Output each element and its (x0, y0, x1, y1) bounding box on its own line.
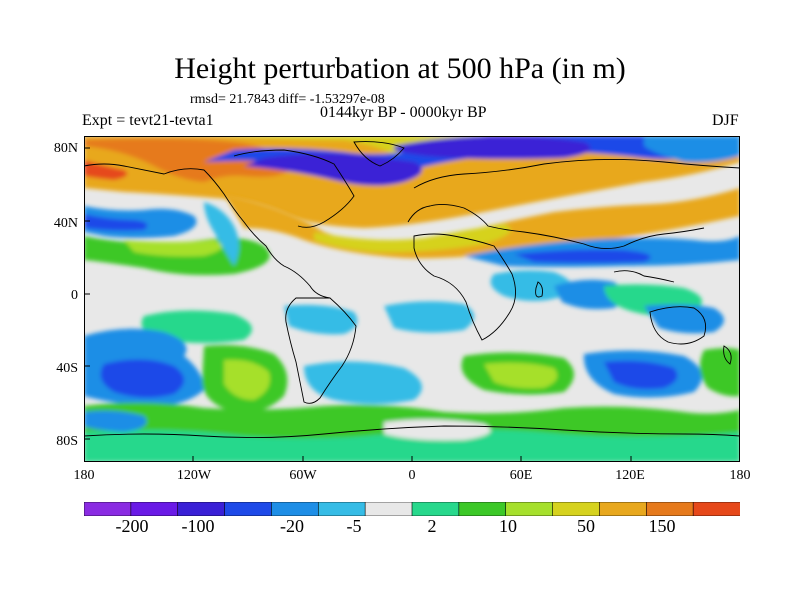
pacific-trough-core (84, 214, 148, 231)
colorbar-label: -100 (181, 516, 215, 536)
colorbar-swatch (458, 502, 507, 516)
south-atlantic-trough (304, 361, 422, 404)
height-perturbation-map (84, 136, 740, 462)
southern-indian-trough-core (604, 360, 678, 390)
colorbar-swatch (317, 502, 366, 516)
colorbar-swatch (505, 502, 554, 516)
new-zealand-coast (723, 345, 732, 365)
australia-coast (649, 306, 707, 345)
colorbar-swatch (177, 502, 226, 516)
colorbar-label: 150 (648, 516, 676, 536)
colorbar-label: 2 (427, 516, 437, 536)
greenland-coast (353, 141, 405, 167)
colorbar-label: -200 (115, 516, 149, 536)
season-label: DJF (712, 112, 739, 129)
lon-label-60w: 60W (289, 468, 317, 483)
colorbar-swatch (645, 502, 694, 516)
west-america-blue (204, 202, 239, 266)
indonesia-coast (613, 270, 675, 283)
south-america-blue (284, 304, 358, 335)
tropical-pacific-lime (124, 240, 222, 257)
north-america-trough-core (244, 153, 422, 186)
colorbar-label: 10 (499, 516, 517, 536)
south-indian-ridge-core (484, 362, 558, 389)
south-america-coast (285, 297, 357, 404)
colorbar-swatch (224, 502, 273, 516)
lon-label-120e: 120E (615, 468, 645, 483)
northeast-blue (644, 136, 740, 163)
colorbar (84, 502, 740, 516)
antarctic-neutral-patch (384, 419, 491, 441)
colorbar-swatch (84, 502, 132, 516)
antarctic-blue-patch (84, 410, 147, 432)
colorbar-swatch (599, 502, 648, 516)
antarctica-coast (84, 425, 740, 439)
south-atlantic-blue (384, 301, 474, 333)
lon-label-180e: 180 (729, 468, 751, 483)
tasman-green (699, 348, 740, 397)
south-pacific-ridge-core (224, 359, 270, 400)
lon-label-120w: 120W (176, 468, 212, 483)
map-ticks (84, 147, 632, 462)
lat-label-40n: 40N (53, 216, 78, 231)
colorbar-swatch (364, 502, 413, 516)
hudson-coast (233, 149, 355, 228)
eurasia-south-coast (407, 203, 705, 249)
rmsd-stats: rmsd= 21.7843 diff= -1.53297e-08 (190, 92, 385, 107)
colorbar-swatch (411, 502, 460, 516)
pacific-max-core (84, 160, 128, 180)
africa-blue (490, 270, 572, 301)
coastlines (84, 141, 740, 439)
lat-label-40s: 40S (56, 361, 78, 376)
atlantic-ridge-yellow (314, 224, 511, 253)
experiment-label: Expt = tevt21-tevta1 (82, 112, 214, 129)
lon-label-60e: 60E (509, 468, 533, 483)
north-america-coast (84, 163, 331, 299)
colorbar-label: 50 (577, 516, 595, 536)
colorbar-label: -20 (280, 516, 304, 536)
lat-label-80n: 80N (53, 141, 78, 156)
lon-label-0: 0 (408, 468, 416, 483)
subtropical-blue-core (514, 249, 651, 263)
map-title: Height perturbation at 500 hPa (in m) (174, 52, 626, 85)
lat-label-eq: 0 (71, 288, 78, 303)
australia-blue (644, 304, 724, 334)
colorbar-swatch (692, 502, 740, 516)
lon-label-180w: 180 (73, 468, 95, 483)
eurasia-north-coast (413, 158, 740, 189)
colorbar-swatch (271, 502, 320, 516)
siberia-max-area (84, 138, 294, 182)
africa-coast (413, 233, 516, 341)
southeast-pacific-trough-core (100, 359, 184, 398)
colorbar-label: -5 (346, 516, 362, 536)
madagascar-coast (535, 281, 543, 298)
colorbar-swatch (552, 502, 601, 516)
lat-label-80s: 80S (56, 434, 78, 449)
time-period: 0144kyr BP - 0000kyr BP (320, 104, 487, 121)
eurasia-trough-core (394, 136, 591, 159)
colorbar-swatch (130, 502, 179, 516)
